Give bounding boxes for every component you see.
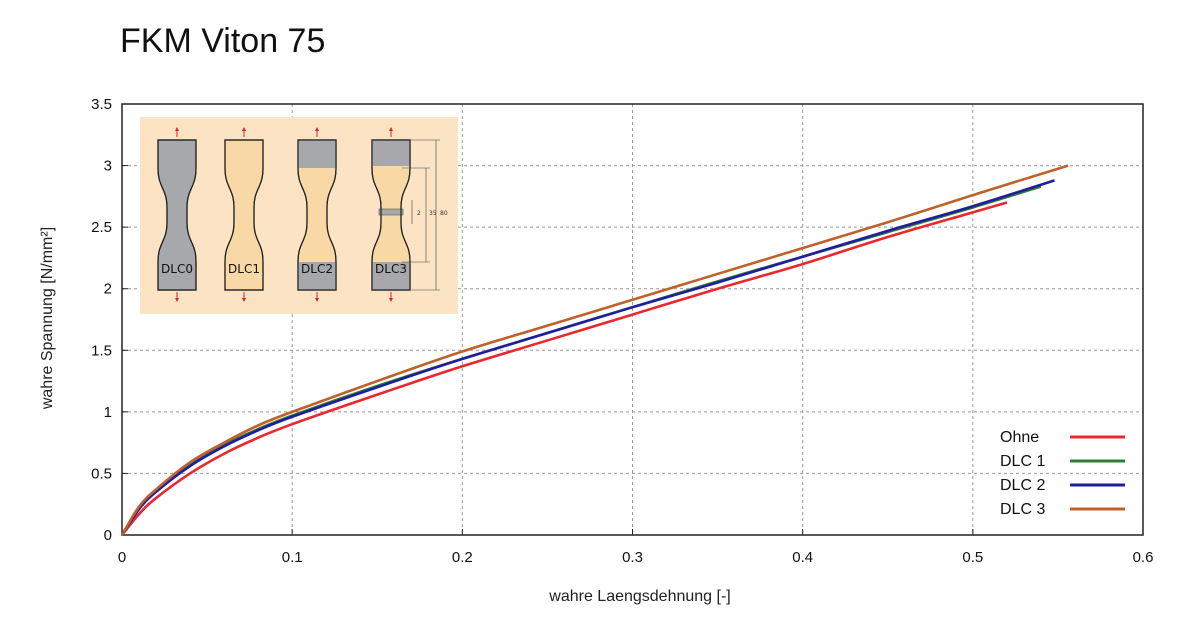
specimen-dlc3: DLC3 [371,127,411,302]
x-tick-label: 0.4 [792,549,813,566]
y-tick-label: 3.5 [91,96,112,113]
x-tick-label: 0.5 [962,549,983,566]
series-curves [120,164,1069,536]
y-tick-label: 3 [104,158,112,175]
y-tick-label: 0 [104,527,112,544]
legend-label: DLC 1 [1000,453,1045,470]
specimen-inset: DLC0 DLC1 DLC2 DLC3 2 35 80 [140,117,458,314]
x-axis-label: wahre Laengsdehnung [-] [548,588,730,605]
specimen-dlc2: DLC2 [297,127,337,302]
specimen-dlc1: DLC1 [224,127,264,302]
chart-title: FKM Viton 75 [120,22,326,60]
series-line-dlc-3 [120,164,1069,536]
y-tick-label: 1.5 [91,342,112,359]
legend-label: DLC 3 [1000,501,1045,518]
x-tick-label: 0.3 [622,549,643,566]
series-line-ohne [120,201,1008,536]
x-tick-label: 0.1 [282,549,303,566]
x-tick-label: 0 [118,549,126,566]
axis-ticks: 0 0.1 0.2 0.3 0.4 0.5 0.6 0 0.5 1 1.5 2 2.5 3 3.5 [91,96,1153,566]
specimen-label: DLC2 [301,262,333,276]
legend-label: Ohne [1000,429,1039,446]
specimen-dlc0: DLC0 [157,127,197,302]
dimension-label: 35 [429,210,437,217]
specimen-label: DLC1 [228,262,260,276]
dimension-label: 80 [440,210,448,217]
y-tick-label: 2.5 [91,219,112,236]
dimension-annotations: 2 35 80 [402,139,448,291]
x-tick-label: 0.2 [452,549,473,566]
legend-label: DLC 2 [1000,477,1045,494]
legend: Ohne DLC 1 DLC 2 DLC 3 [1000,429,1125,518]
y-axis-label: wahre Spannung [N/mm²] [39,227,56,410]
specimen-label: DLC0 [161,262,193,276]
dimension-label: 2 [417,210,421,217]
y-tick-label: 1 [104,404,112,421]
y-tick-label: 0.5 [91,465,112,482]
x-tick-label: 0.6 [1133,549,1154,566]
y-tick-label: 2 [104,281,112,298]
specimen-label: DLC3 [375,262,407,276]
series-line-dlc-2 [120,179,1055,536]
